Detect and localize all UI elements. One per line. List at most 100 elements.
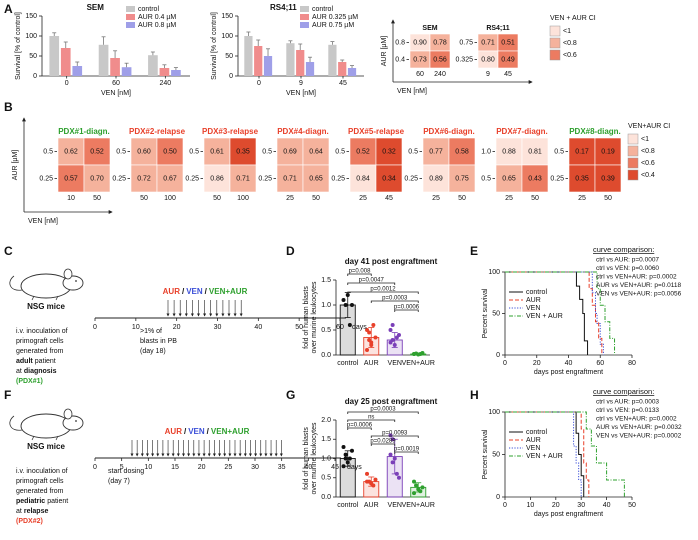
- row-label: 0.5: [116, 148, 126, 155]
- timeline-label: 30: [251, 464, 259, 471]
- mouse-eye: [75, 420, 77, 422]
- panel-label: A: [4, 2, 13, 16]
- data-point: [412, 491, 417, 496]
- cell-label: 0.61: [210, 148, 224, 155]
- p-value: p=0.0019: [394, 447, 420, 453]
- inoculation-line: adult patient: [16, 358, 56, 365]
- y-tick-label: 0.5: [321, 327, 331, 334]
- y-tick-label: 100: [488, 269, 500, 276]
- bar: [49, 36, 60, 76]
- legend-swatch: [126, 14, 135, 20]
- x-tick-label: 0: [503, 502, 507, 509]
- panel-label: C: [4, 244, 13, 258]
- cell-label: 0.35: [236, 148, 250, 155]
- heat-cell: [521, 137, 549, 166]
- panel-label: G: [286, 388, 295, 402]
- timeline-label: 10: [132, 324, 140, 331]
- inoculation-line: generated from: [16, 348, 64, 355]
- treatments: AUR / VEN / VEN+AUR: [165, 427, 250, 436]
- bracket: [394, 309, 419, 312]
- col-label: 100: [164, 195, 176, 202]
- y-tick-label: 50: [492, 310, 500, 317]
- cell-label: 0.39: [601, 175, 615, 182]
- cell-label: 0.65: [502, 175, 516, 182]
- data-point: [390, 323, 395, 327]
- data-point: [347, 456, 352, 461]
- cell-label: 0.17: [575, 148, 589, 155]
- timeline-label: 0: [93, 464, 97, 471]
- timeline-label: 0: [93, 324, 97, 331]
- row-label: 0.5: [43, 148, 53, 155]
- mouse-head: [62, 415, 84, 431]
- y-tick-label: 1.0: [321, 302, 331, 309]
- panel-label: B: [4, 100, 13, 114]
- col-label: 50: [140, 195, 148, 202]
- heat-cell: [429, 50, 451, 69]
- cell-label: 0.65: [309, 175, 323, 182]
- bar: [244, 36, 253, 76]
- bar: [110, 58, 120, 76]
- legend-swatch: [627, 145, 639, 157]
- row-label: 0.25: [185, 175, 199, 182]
- map-title: PDX#1-diagn.: [58, 127, 110, 136]
- cell-label: 0.58: [455, 148, 469, 155]
- cell-label: 0.86: [210, 175, 224, 182]
- x-axis-label: VEN [nM]: [101, 90, 131, 97]
- legend-label: <0.8: [641, 148, 655, 155]
- p-value: p=0.0047: [359, 278, 385, 284]
- legend-label: <0.6: [641, 160, 655, 167]
- row-label: 0.325: [455, 56, 473, 63]
- heat-cell: [375, 164, 403, 193]
- inoculation-text: patient: [47, 498, 68, 505]
- y-tick-label: 0: [496, 352, 500, 359]
- cell-label: 0.60: [137, 148, 151, 155]
- col-label: 25: [286, 195, 294, 202]
- x-tick-label: VEN: [388, 360, 402, 367]
- col-label: 50: [458, 195, 466, 202]
- legend-swatch: [300, 22, 309, 28]
- inoculation-line: primograft cells: [16, 338, 64, 345]
- timeline-label: 60: [336, 324, 344, 331]
- y-tick-label: 0.0: [321, 352, 331, 359]
- bar: [171, 70, 181, 76]
- comparison: ctrl vs VEN+AUR: p=0.0002: [596, 416, 677, 423]
- event-text: (day 7): [108, 478, 130, 485]
- legend-label: control: [526, 289, 547, 296]
- col-label: 50: [213, 195, 221, 202]
- treatment: VEN+AUR: [211, 427, 250, 436]
- cell-label: 0.78: [433, 39, 447, 46]
- survival-curve: [505, 411, 590, 497]
- cell-label: 0.62: [64, 148, 78, 155]
- heat-cell: [276, 164, 304, 193]
- mouse-leg: [31, 435, 35, 441]
- col-label: 50: [531, 195, 539, 202]
- x-tick-label: 60: [596, 360, 604, 367]
- p-value: p=0.0012: [370, 287, 396, 293]
- inoculation-line: at relapse: [16, 508, 48, 515]
- bar: [305, 62, 315, 76]
- legend-swatch: [549, 49, 561, 61]
- legend-label: control: [138, 6, 159, 13]
- x-tick-label: 0: [257, 80, 261, 87]
- timeline-label: 25: [224, 464, 232, 471]
- row-label: 0.5: [262, 148, 272, 155]
- timeline-label: 20: [173, 324, 181, 331]
- data-point: [347, 323, 352, 327]
- cell-label: 0.19: [601, 148, 615, 155]
- row-label: 0.4: [395, 56, 405, 63]
- legend-label: <1: [563, 28, 571, 35]
- x-tick-label: control: [337, 502, 358, 509]
- heat-cell: [594, 164, 622, 193]
- chart-title: day 25 post engraftment: [345, 397, 438, 406]
- cell-label: 0.49: [501, 56, 515, 63]
- cell-label: 0.71: [481, 39, 495, 46]
- y-tick-label: 100: [221, 33, 233, 40]
- treatments: AUR / VEN / VEN+AUR: [163, 287, 248, 296]
- bracket: [370, 443, 396, 446]
- mouse-tail: [9, 275, 23, 291]
- cell-label: 0.88: [502, 148, 516, 155]
- comparison: ctrl vs VEN+AUR: p=0.0002: [596, 274, 677, 281]
- x-axis-label: days post engraftment: [534, 369, 603, 376]
- inoculation-text: pediatric: [16, 498, 45, 505]
- inoculation-line: pediatric patient: [16, 498, 68, 505]
